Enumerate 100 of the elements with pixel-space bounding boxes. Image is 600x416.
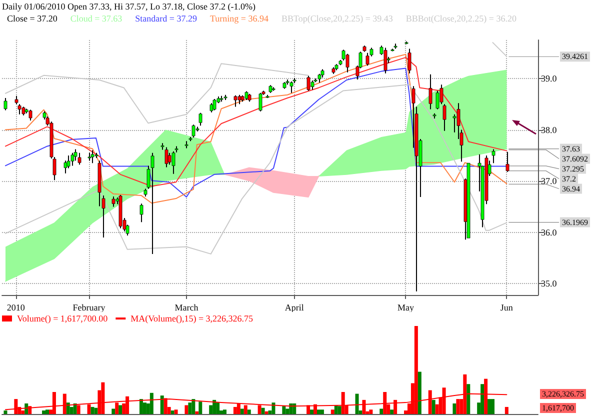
bar	[94, 408, 98, 414]
bar	[432, 400, 436, 414]
bar	[192, 399, 196, 414]
candlestick	[90, 150, 94, 164]
bar	[160, 396, 164, 414]
bar	[118, 405, 122, 414]
candlestick	[172, 150, 176, 174]
candlestick	[234, 94, 238, 108]
bar	[320, 410, 324, 414]
bar	[488, 399, 492, 414]
candlestick	[306, 75, 310, 92]
bar	[480, 384, 484, 414]
candlestick	[384, 47, 388, 74]
bar	[150, 392, 154, 414]
bar	[338, 406, 342, 414]
bar	[369, 410, 373, 414]
annotation: 37.63	[562, 144, 580, 154]
candlestick	[140, 203, 144, 223]
annotation: 36.1969	[562, 218, 588, 227]
bar	[272, 402, 276, 414]
bar	[452, 403, 456, 414]
bar	[261, 408, 265, 414]
annotation: 37.2	[562, 174, 576, 184]
candlestick	[168, 152, 172, 166]
bar	[212, 400, 216, 414]
bar	[466, 384, 470, 414]
bar	[316, 410, 320, 414]
bar	[292, 403, 296, 414]
candlestick	[210, 102, 214, 113]
y-tick-label: 35.0	[541, 278, 558, 289]
bar	[240, 408, 244, 414]
candlestick	[78, 152, 82, 166]
bar	[216, 402, 220, 414]
bar	[418, 372, 422, 414]
candlestick	[164, 146, 168, 168]
candlestick	[258, 92, 262, 112]
candlestick	[150, 152, 154, 254]
candlestick	[310, 80, 314, 90]
text: Standard = 37.29	[135, 14, 198, 24]
candlestick	[4, 97, 8, 111]
bar	[112, 408, 116, 414]
chart-title: Daily 01/06/2010 Open 37.33, Hi 37.57, Lo 37.18, Close 37.2 (-1.0%)	[2, 2, 256, 12]
x-tick-label: Jun	[500, 302, 514, 312]
y-tick-label: 39.0	[541, 73, 558, 84]
bar	[289, 403, 293, 414]
bar	[170, 410, 174, 414]
legend-label: MA(Volume(),15) = 3,226,326.75	[130, 314, 254, 324]
legend-label: Volume() = 1,617,700.00	[17, 314, 108, 324]
bar	[504, 406, 508, 414]
bar	[310, 410, 314, 414]
x-tick-label: 2010	[6, 302, 26, 312]
text: Turning = 36.94	[210, 14, 269, 24]
bar	[264, 411, 268, 414]
candlestick	[70, 152, 74, 166]
text: Close = 37.20	[7, 14, 58, 24]
line-series	[4, 84, 508, 254]
y-tick-label: 38.0	[541, 124, 558, 135]
annotation: 37.6092	[562, 154, 588, 164]
bar	[70, 406, 74, 414]
bar	[330, 410, 334, 414]
bar	[139, 399, 143, 414]
bar	[380, 408, 384, 414]
bar	[355, 394, 359, 414]
bar	[282, 406, 286, 414]
bar	[45, 410, 49, 414]
candlestick	[192, 124, 196, 138]
candlestick	[28, 109, 32, 122]
bar	[73, 403, 77, 414]
bar	[42, 410, 46, 414]
candlestick	[408, 48, 412, 74]
bar	[195, 411, 199, 414]
candlestick	[506, 151, 510, 172]
annotation: 39.4261	[562, 52, 588, 62]
candlestick	[238, 94, 242, 105]
x-tick-label: March	[174, 302, 199, 312]
text: Cloud = 37.63	[70, 14, 123, 24]
candlestick	[198, 112, 202, 126]
candlestick	[212, 98, 216, 111]
annotation: 36.94	[562, 184, 580, 194]
candlestick	[74, 148, 78, 162]
bar	[198, 402, 202, 414]
candlestick	[18, 104, 22, 115]
y-tick-label: 37.0	[541, 176, 558, 186]
text: 3,226,326.75	[542, 390, 584, 398]
bar	[66, 402, 70, 414]
candlestick	[346, 53, 350, 73]
candlestick	[112, 196, 116, 208]
bar	[233, 406, 237, 414]
bar	[188, 402, 192, 414]
bar	[456, 399, 460, 414]
bar	[491, 399, 495, 414]
bar	[390, 410, 394, 414]
bar	[4, 410, 8, 414]
text: 1,617,700	[542, 404, 574, 412]
bar	[90, 406, 94, 414]
candlestick	[290, 81, 294, 94]
bar	[247, 410, 251, 414]
candlestick	[492, 148, 496, 164]
bar	[174, 410, 178, 414]
candlestick	[428, 74, 432, 110]
